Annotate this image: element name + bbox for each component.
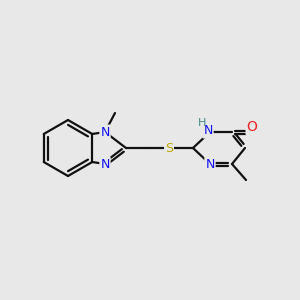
Text: H: H [198, 118, 206, 128]
Text: N: N [203, 124, 213, 137]
Text: N: N [205, 158, 215, 170]
Text: O: O [247, 120, 257, 134]
Text: S: S [165, 142, 173, 154]
Text: N: N [100, 125, 110, 139]
Text: N: N [100, 158, 110, 170]
